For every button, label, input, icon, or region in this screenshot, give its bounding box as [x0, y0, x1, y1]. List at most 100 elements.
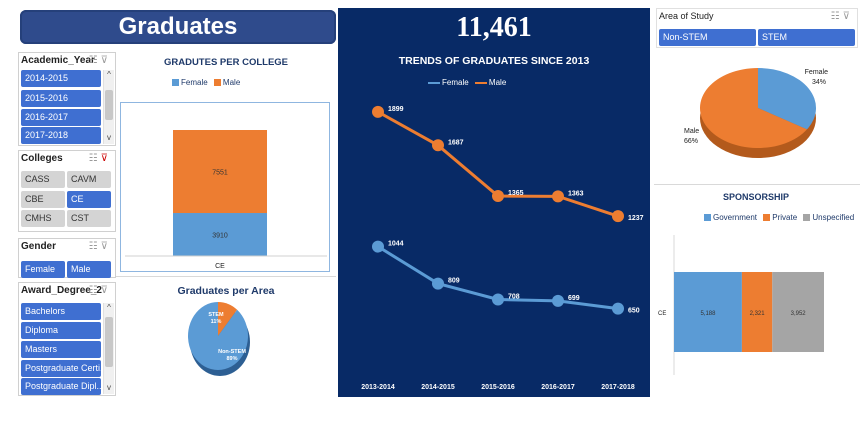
slicer-item-cbe[interactable]: CBE	[21, 191, 65, 208]
slicer-item-female[interactable]: Female	[21, 261, 65, 278]
multiselect-icon[interactable]: ☷⊽	[88, 285, 111, 296]
bar-male-ce	[173, 130, 267, 214]
pie-label-stem-pct: 11%	[211, 319, 222, 325]
point-male-4	[612, 210, 624, 223]
slicer-gender-title: Gender	[21, 241, 57, 252]
pie-label-male-name: Male	[684, 128, 699, 135]
per-college-plot-area: 3910 7551 CE	[120, 102, 330, 272]
divider	[116, 276, 336, 277]
legend-unspecified-swatch	[803, 214, 811, 222]
data-label-female-1: 809	[448, 278, 460, 285]
legend-male-label: Male	[222, 78, 241, 87]
sponsorship-legend: Government Private Unspecified	[700, 213, 854, 222]
dashboard-title: Graduates	[118, 13, 238, 40]
trends-line-chart: 1044 809 708 699 650 1899 1687 1365 1363 1237 2013…	[361, 105, 644, 391]
sponsorship-bar-chart: 5,188 2,321 3,952 CE	[658, 235, 824, 375]
per-college-chart: 3910 7551 CE	[125, 130, 327, 270]
pie-slice-female	[758, 68, 816, 130]
point-male-3	[552, 190, 564, 203]
gender-pie-chart: Female 34% Male 66%	[684, 68, 828, 158]
per-college-title: GRADUTES PER COLLEGE	[163, 57, 289, 68]
legend-private-label: Private	[772, 213, 798, 222]
x-tick-label-3: 2016-2017	[541, 384, 575, 391]
legend-government-swatch	[704, 214, 711, 222]
slicer-item-stem[interactable]: STEM	[758, 29, 855, 46]
point-male-0	[372, 105, 384, 118]
pie-slice-non-stem	[188, 302, 248, 370]
data-label-female-2: 708	[508, 293, 520, 300]
slicer-item-male[interactable]: Male	[67, 261, 111, 278]
sponsorship-title: SPONSORSHIP	[722, 192, 789, 202]
slicer-item-masters[interactable]: Masters	[21, 341, 101, 358]
data-label-male-1: 1687	[448, 139, 464, 146]
trends-legend: Female Male	[424, 78, 506, 87]
clear-filter-icon[interactable]: ☷⊽	[88, 153, 111, 164]
slicer-colleges-title: Colleges	[21, 153, 63, 164]
slicer-item-2016-2017[interactable]: 2016-2017	[21, 109, 101, 126]
slicer-item-ce[interactable]: CE	[67, 191, 111, 208]
slicer-item-bachelors[interactable]: Bachelors	[21, 303, 101, 320]
legend-unspecified-label: Unspecified	[812, 213, 855, 222]
x-tick-label-ce: CE	[215, 263, 225, 270]
scroll-thumb[interactable]	[105, 90, 113, 120]
multiselect-icon[interactable]: ☷⊽	[88, 241, 111, 252]
multiselect-icon[interactable]: ☷⊽	[830, 11, 853, 22]
slicer-scrollbar[interactable]: ^ v	[103, 303, 114, 394]
slicer-item-cst[interactable]: CST	[67, 210, 111, 227]
point-female-4	[612, 302, 624, 315]
scroll-down-icon[interactable]: v	[107, 133, 111, 142]
scroll-down-icon[interactable]: v	[107, 383, 111, 392]
slicer-item-non-stem[interactable]: Non-STEM	[659, 29, 756, 46]
bar-segment-unspecified	[772, 272, 824, 352]
pie-label-nonstem-pct: 89%	[226, 356, 237, 362]
bar-label-male: 7551	[212, 170, 228, 177]
point-male-1	[432, 139, 444, 152]
y-tick-label-ce: CE	[658, 311, 666, 317]
data-label-male-4: 1237	[628, 215, 644, 222]
data-label-female-4: 650	[628, 308, 640, 315]
slicer-item-postgraduate-certificate[interactable]: Postgraduate Certi...	[21, 360, 101, 377]
data-label-female-0: 1044	[388, 241, 404, 248]
slicer-item-2015-2016[interactable]: 2015-2016	[21, 90, 101, 107]
trends-title: TRENDS OF GRADUATES SINCE 2013	[398, 55, 590, 67]
slicer-academic-year: Academic_Year ☷⊽ 2014-2015 2015-2016 201…	[18, 52, 116, 146]
slicer-item-cmhs[interactable]: CMHS	[21, 210, 65, 227]
slicer-item-postgraduate-diploma[interactable]: Postgraduate Dipl...	[21, 378, 101, 395]
slicer-area-of-study-title: Area of Study	[659, 11, 714, 21]
slicer-item-cass[interactable]: CASS	[21, 171, 65, 188]
scroll-thumb[interactable]	[105, 317, 113, 367]
slicer-item-diploma[interactable]: Diploma	[21, 322, 101, 339]
legend-female-label: Female	[442, 78, 469, 87]
slicer-item-2014-2015[interactable]: 2014-2015	[21, 70, 101, 87]
scroll-up-icon[interactable]: ^	[107, 303, 111, 312]
slicer-award-degree: Award_Degree_2 ☷⊽ Bachelors Diploma Mast…	[18, 282, 116, 396]
scroll-up-icon[interactable]: ^	[107, 70, 111, 79]
legend-private-swatch	[763, 214, 771, 222]
x-tick-label-4: 2017-2018	[601, 384, 635, 391]
legend-female-swatch	[172, 79, 179, 87]
slicer-area-of-study: Area of Study ☷⊽ Non-STEM STEM	[656, 8, 858, 48]
point-male-2	[492, 190, 504, 203]
data-label-male-3: 1363	[568, 190, 584, 197]
bar-segment-private	[741, 272, 773, 352]
legend-male-label: Male	[488, 78, 507, 87]
data-label-male-0: 1899	[388, 106, 404, 113]
slicer-colleges: Colleges ☷⊽ CASS CAVM CBE CE CMHS CST	[18, 150, 116, 232]
pie-slice-stem	[218, 302, 238, 336]
x-tick-label-2: 2015-2016	[481, 384, 515, 391]
dashboard-title-banner: Graduates	[20, 10, 336, 44]
slicer-item-2017-2018[interactable]: 2017-2018	[21, 127, 101, 144]
bar-label-female: 3910	[212, 233, 228, 240]
slicer-item-cavm[interactable]: CAVM	[67, 171, 111, 188]
legend-male-swatch	[213, 79, 221, 87]
slicer-scrollbar[interactable]: ^ v	[103, 70, 114, 144]
multiselect-icon[interactable]: ☷⊽	[88, 55, 111, 66]
legend-male-line	[474, 81, 487, 84]
point-female-3	[552, 294, 564, 307]
bar-label-government: 5,188	[700, 311, 716, 317]
legend-female-line	[428, 81, 440, 84]
point-female-0	[372, 240, 384, 253]
point-female-2	[492, 293, 504, 306]
legend-female-label: Female	[181, 78, 208, 87]
